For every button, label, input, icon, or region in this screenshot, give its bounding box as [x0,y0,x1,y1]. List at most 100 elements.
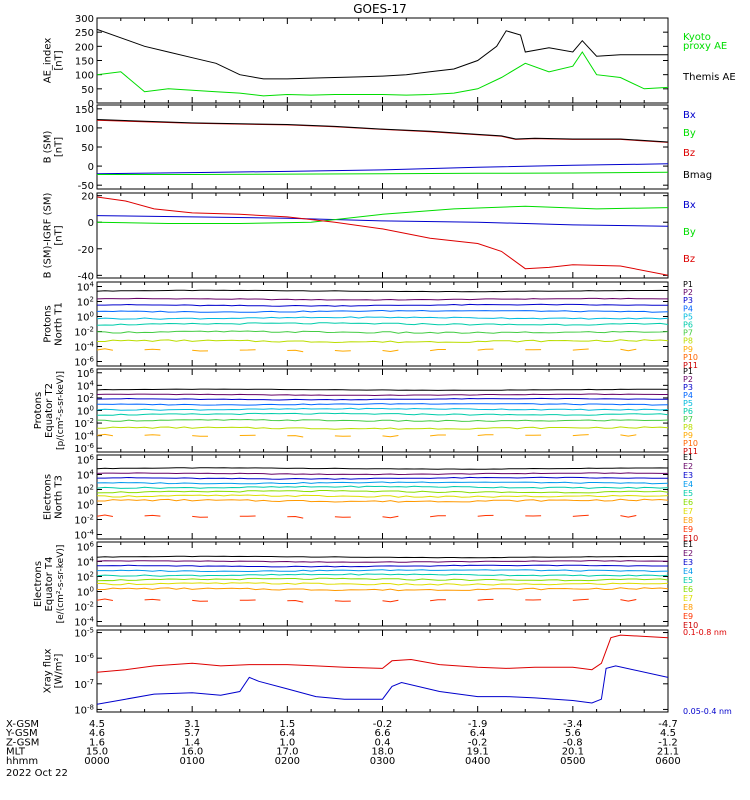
legend-entry: P5 [683,312,693,321]
legend-entry: E4 [683,567,693,576]
legend-entry: P10 [683,353,698,362]
ephemeris-value: 0.4 [375,737,391,748]
series-line [97,119,668,143]
ephemeris-value: 5.6 [565,728,581,739]
legend-entry: E5 [683,489,693,498]
legend-entry: P11 [683,447,698,456]
y-tick-label: 100 [77,405,94,418]
legend-entry: E4 [683,480,693,489]
y-axis-label: Equator T4 [44,557,55,612]
legend-entry: P10 [683,439,698,448]
y-tick-label: 50 [81,85,94,96]
y-tick-label: 10-2 [74,601,94,614]
flux-segment [144,348,161,351]
ephemeris-value: -0.2 [468,737,488,748]
legend-entry: P8 [683,423,693,432]
y-tick-label: 104 [77,379,95,392]
legend-entry: E2 [683,462,693,471]
ephemeris-value: 0200 [275,756,300,767]
flux-line [97,309,668,313]
flux-line [97,322,668,326]
flux-line [97,555,668,559]
flux-segment [620,599,637,602]
ephemeris-value: 21.1 [657,747,679,758]
legend-entry: Bz [683,148,695,159]
flux-segment [192,435,209,437]
series-group [97,196,668,276]
flux-segment [572,434,589,437]
y-tick-label: 0 [88,99,94,110]
flux-segment [430,599,446,602]
y-tick-label: 250 [75,28,94,39]
legend-entry: By [683,128,696,139]
flux-segment [620,434,637,437]
flux-segment [620,348,637,352]
flux-line [97,393,668,397]
series-group [97,388,668,438]
y-tick-label: 100 [77,586,94,599]
y-tick-label: 10-2 [74,514,94,527]
ephemeris-value: -4.7 [658,719,678,730]
flux-segment [620,515,637,518]
legend-entry: P3 [683,383,693,392]
flux-line [97,494,668,498]
y-tick-label: 0 [88,218,94,229]
legend-entry: E3 [683,471,693,480]
y-tick-label: 100 [75,71,94,82]
legend-entry: Bx [683,200,696,211]
y-axis-label: [nT] [54,50,65,70]
ephemeris-label: X-GSM [6,719,39,730]
legend-entry: E7 [683,507,693,516]
panel-b_sm: -50 0 50 100 150 B (SM) [nT] Bx By Bz Bmag [43,104,712,192]
flux-line [97,418,668,422]
y-tick-label: 10-5 [74,627,94,640]
series-group [97,467,668,519]
y-tick-label: 104 [77,556,95,569]
legend-entry: E5 [683,576,693,585]
flux-segment [287,349,304,353]
legend-entry: E7 [683,594,693,603]
y-tick-label: 0 [88,162,94,173]
flux-segment [97,598,113,601]
legend-entry: P11 [683,361,698,370]
ephemeris-value: 1.0 [279,737,295,748]
y-axis-label: [e/(cm²-s-sr-keV)] [56,545,66,624]
panel-b_igrf: -40 -20 0 20 B (SM)-IGRF (SM) [nT] Bx By Bz [43,192,696,283]
flux-segment [477,598,494,601]
flux-segment [334,600,351,602]
panel-frame [96,104,669,190]
y-tick-label: 100 [77,311,94,324]
y-tick-label: 50 [81,143,94,154]
flux-line [97,303,668,307]
flux-segment [382,599,399,603]
ephemeris-label: Y-GSM [5,728,38,739]
ephemeris-value: 5.7 [184,728,200,739]
flux-line [97,330,668,334]
y-axis-label: North T1 [54,302,65,346]
y-axis-label: Xray flux [43,649,54,694]
legend-entry: P6 [683,407,693,416]
ephemeris-value: 6.4 [470,728,486,739]
flux-segment [144,514,161,517]
legend-entry: P1 [683,280,693,289]
legend-entry: By [683,227,696,238]
y-tick-label: 150 [75,57,94,68]
flux-line [97,564,668,568]
series-line [97,665,668,705]
legend: Bx By Bz Bmag [683,110,712,181]
legend-entry: E6 [683,498,693,507]
flux-line [97,339,668,344]
legend-entry: E9 [683,612,693,621]
series-group [97,634,668,705]
ephemeris-value: 6.4 [279,728,295,739]
y-tick-label: 102 [77,484,94,497]
ephemeris-value: 4.6 [89,728,105,739]
legend-entry: P6 [683,321,693,330]
legend-entry: Bx [683,110,696,121]
ephemeris-value: 0100 [179,756,204,767]
legend-entry: proxy AE [683,41,727,52]
